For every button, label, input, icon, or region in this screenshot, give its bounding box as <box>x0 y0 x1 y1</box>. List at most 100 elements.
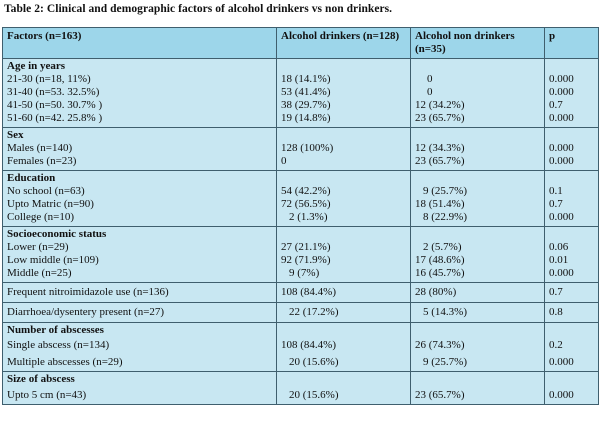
p-value: 0.000 <box>549 155 574 167</box>
factor-label: 31-40 (n=53. 32.5%) <box>7 86 100 98</box>
drinkers-value: 19 (14.8%) <box>281 112 331 124</box>
factor-label: Multiple abscesses (n=29) <box>7 356 123 368</box>
nondrinkers-value: 5 (14.3%) <box>410 302 545 323</box>
group-title: Socioeconomic status <box>7 228 107 240</box>
p-value: 0.7 <box>544 282 599 303</box>
p-value: 0.000 <box>549 267 574 279</box>
drinkers-value: 38 (29.7%) <box>281 99 331 111</box>
group-education: Education No school (n=63) Upto Matric (… <box>2 170 599 227</box>
drinkers-value: 20 (15.6%) <box>289 389 339 401</box>
p-value: 0.000 <box>549 211 574 223</box>
nondrinkers-value: 12 (34.3%) <box>415 142 465 154</box>
factor-cell: Education No school (n=63) Upto Matric (… <box>2 170 277 227</box>
header-factors: Factors (n=163) <box>2 27 277 59</box>
table-caption: Table 2: Clinical and demographic factor… <box>4 3 393 15</box>
header-nondrinkers: Alcohol non drinkers (n=35) <box>410 27 545 59</box>
group-socioeconomic: Socioeconomic status Lower (n=29) Low mi… <box>2 226 599 283</box>
p-cell: 0.000 <box>544 371 599 405</box>
row-nitroimidazole: Frequent nitroimidazole use (n=136) 108 … <box>2 282 599 303</box>
p-value: 0.000 <box>549 86 574 98</box>
row-diarrhoea: Diarrhoea/dysentery present (n=27) 22 (1… <box>2 302 599 323</box>
drinkers-cell: 54 (42.2%) 72 (56.5%) 2 (1.3%) <box>276 170 411 227</box>
header-row: Factors (n=163) Alcohol drinkers (n=128)… <box>2 27 599 59</box>
p-value: 0.8 <box>544 302 599 323</box>
nondrinkers-value: 23 (65.7%) <box>415 389 465 401</box>
nondrinkers-value: 18 (51.4%) <box>415 198 465 210</box>
p-value: 0.7 <box>549 198 563 210</box>
factor-cell: Age in years 21-30 (n=18, 11%) 31-40 (n=… <box>2 58 277 128</box>
group-title: Education <box>7 172 56 184</box>
drinkers-value: 92 (71.9%) <box>281 254 331 266</box>
group-sex: Sex Males (n=140) Females (n=23) 128 (10… <box>2 127 599 171</box>
p-value: 0.01 <box>549 254 569 266</box>
nondrinkers-value: 0 <box>427 86 433 98</box>
nondrinkers-value: 16 (45.7%) <box>415 267 465 279</box>
group-title: Number of abscesses <box>7 324 104 336</box>
p-value: 0.000 <box>549 73 574 85</box>
drinkers-value: 108 (84.4%) <box>276 282 411 303</box>
group-abscess-size: Size of abscess Upto 5 cm (n=43) 20 (15.… <box>2 371 599 405</box>
nondrinkers-value: 26 (74.3%) <box>415 339 465 351</box>
factor-label: Females (n=23) <box>7 155 77 167</box>
p-cell: 0.1 0.7 0.000 <box>544 170 599 227</box>
factor-cell: Size of abscess Upto 5 cm (n=43) <box>2 371 277 405</box>
drinkers-cell: 128 (100%) 0 <box>276 127 411 171</box>
nondrinkers-cell: 2 (5.7%) 17 (48.6%) 16 (45.7%) <box>410 226 545 283</box>
drinkers-value: 53 (41.4%) <box>281 86 331 98</box>
nondrinkers-value: 12 (34.2%) <box>415 99 465 111</box>
factor-label: Upto Matric (n=90) <box>7 198 94 210</box>
nondrinkers-cell: 12 (34.3%) 23 (65.7%) <box>410 127 545 171</box>
p-value: 0.1 <box>549 185 563 197</box>
p-cell: 0.2 0.000 <box>544 322 599 372</box>
p-value: 0.000 <box>549 142 574 154</box>
drinkers-cell: 18 (14.1%) 53 (41.4%) 38 (29.7%) 19 (14.… <box>276 58 411 128</box>
p-value: 0.000 <box>549 356 574 368</box>
nondrinkers-value: 0 <box>427 73 433 85</box>
nondrinkers-value-text: 5 (14.3%) <box>423 306 467 318</box>
nondrinkers-value: 8 (22.9%) <box>423 211 467 223</box>
drinkers-cell: 27 (21.1%) 92 (71.9%) 9 (7%) <box>276 226 411 283</box>
group-age: Age in years 21-30 (n=18, 11%) 31-40 (n=… <box>2 58 599 128</box>
factor-label: Frequent nitroimidazole use (n=136) <box>2 282 277 303</box>
factor-cell: Number of abscesses Single abscess (n=13… <box>2 322 277 372</box>
drinkers-value: 128 (100%) <box>281 142 334 154</box>
factor-label: 21-30 (n=18, 11%) <box>7 73 91 85</box>
drinkers-value: 18 (14.1%) <box>281 73 331 85</box>
nondrinkers-cell: 23 (65.7%) <box>410 371 545 405</box>
nondrinkers-cell: 0 0 12 (34.2%) 23 (65.7%) <box>410 58 545 128</box>
factor-label: 41-50 (n=50. 30.7% ) <box>7 99 103 111</box>
p-cell: 0.000 0.000 0.7 0.000 <box>544 58 599 128</box>
drinkers-value: 54 (42.2%) <box>281 185 331 197</box>
p-value: 0.2 <box>549 339 563 351</box>
group-title: Size of abscess <box>7 373 75 385</box>
nondrinkers-cell: 26 (74.3%) 9 (25.7%) <box>410 322 545 372</box>
nondrinkers-value: 2 (5.7%) <box>423 241 462 253</box>
nondrinkers-value: 17 (48.6%) <box>415 254 465 266</box>
p-cell: 0.000 0.000 <box>544 127 599 171</box>
drinkers-value: 0 <box>281 155 287 167</box>
nondrinkers-value: 9 (25.7%) <box>423 356 467 368</box>
drinkers-value-text: 22 (17.2%) <box>289 306 339 318</box>
drinkers-value: 27 (21.1%) <box>281 241 331 253</box>
factor-label: Diarrhoea/dysentery present (n=27) <box>2 302 277 323</box>
drinkers-value: 9 (7%) <box>289 267 320 279</box>
nondrinkers-value: 23 (65.7%) <box>415 112 465 124</box>
drinkers-cell: 108 (84.4%) 20 (15.6%) <box>276 322 411 372</box>
factor-label: Upto 5 cm (n=43) <box>7 389 87 401</box>
header-drinkers: Alcohol drinkers (n=128) <box>276 27 411 59</box>
p-value: 0.7 <box>549 99 563 111</box>
factor-cell: Sex Males (n=140) Females (n=23) <box>2 127 277 171</box>
factor-label: Middle (n=25) <box>7 267 72 279</box>
group-abscess-number: Number of abscesses Single abscess (n=13… <box>2 322 599 372</box>
factor-label: College (n=10) <box>7 211 74 223</box>
p-value: 0.06 <box>549 241 569 253</box>
drinkers-cell: 20 (15.6%) <box>276 371 411 405</box>
factor-label: No school (n=63) <box>7 185 85 197</box>
p-cell: 0.06 0.01 0.000 <box>544 226 599 283</box>
nondrinkers-value: 23 (65.7%) <box>415 155 465 167</box>
nondrinkers-value: 9 (25.7%) <box>423 185 467 197</box>
factor-label: Males (n=140) <box>7 142 73 154</box>
factor-cell: Socioeconomic status Lower (n=29) Low mi… <box>2 226 277 283</box>
drinkers-value: 22 (17.2%) <box>276 302 411 323</box>
factor-label: Low middle (n=109) <box>7 254 99 266</box>
